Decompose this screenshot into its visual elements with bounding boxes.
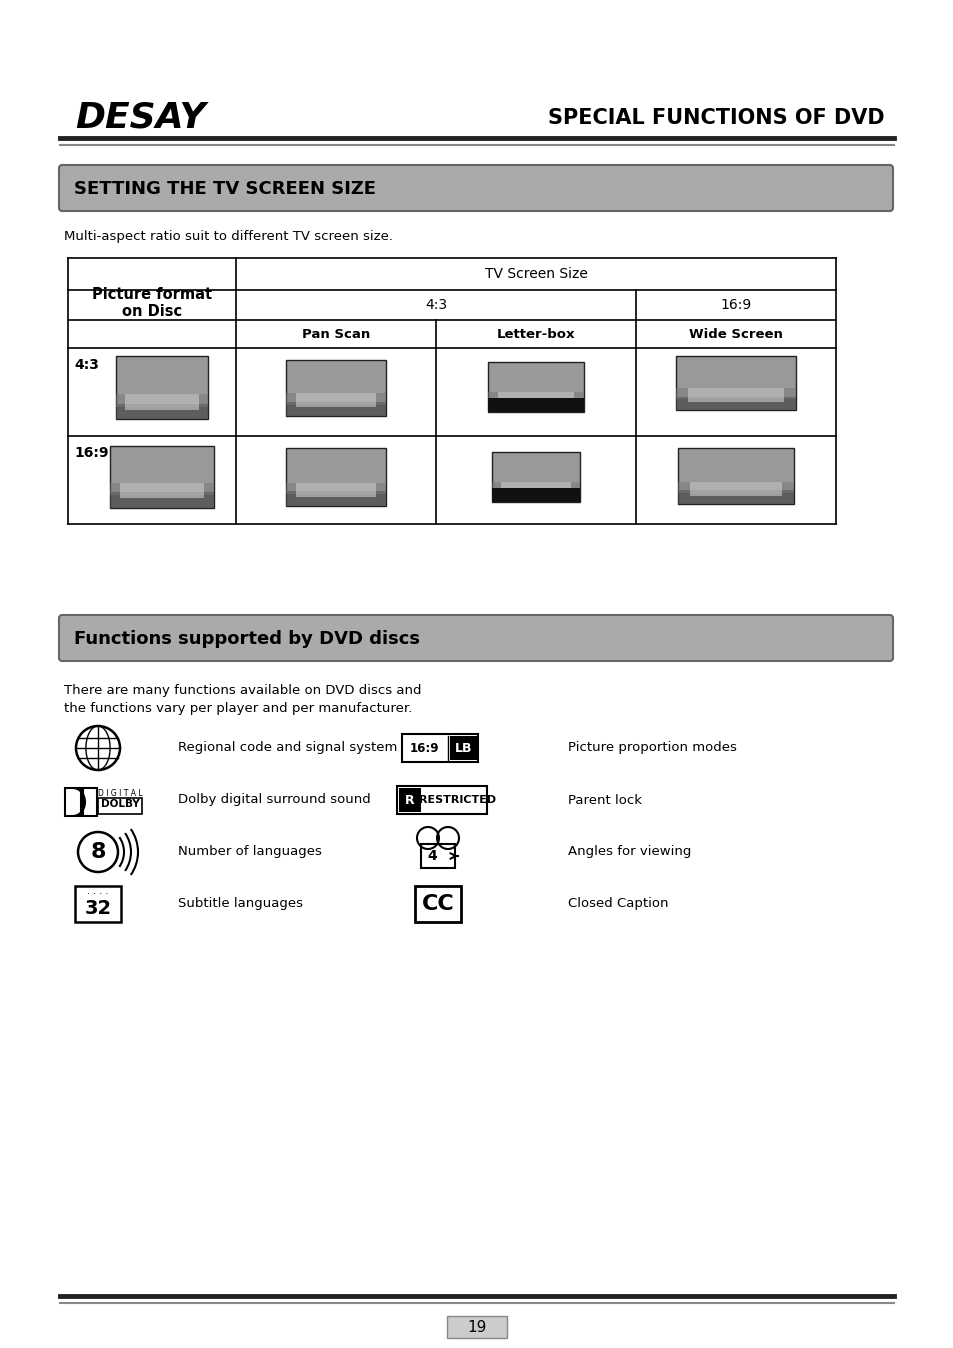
Text: Dolby digital surround sound: Dolby digital surround sound <box>178 794 371 806</box>
Text: LB: LB <box>455 741 473 755</box>
Bar <box>420 844 455 868</box>
Bar <box>488 392 583 402</box>
Text: DESAY: DESAY <box>75 101 206 135</box>
Bar <box>398 789 420 811</box>
Text: 16:9: 16:9 <box>409 741 438 755</box>
Bar <box>676 356 795 410</box>
Bar <box>110 446 213 508</box>
Bar <box>115 403 208 419</box>
FancyBboxPatch shape <box>59 615 892 661</box>
Bar <box>286 360 386 415</box>
Bar <box>492 452 579 501</box>
Text: RESTRICTED: RESTRICTED <box>419 795 497 805</box>
FancyBboxPatch shape <box>59 164 892 212</box>
Bar <box>450 736 477 760</box>
Text: Picture proportion modes: Picture proportion modes <box>567 741 736 755</box>
Text: 19: 19 <box>467 1320 486 1335</box>
Bar <box>110 492 213 508</box>
Text: CC: CC <box>421 894 454 914</box>
Text: Number of languages: Number of languages <box>178 845 321 859</box>
Text: D I G I T A L: D I G I T A L <box>97 790 142 798</box>
Text: 16:9: 16:9 <box>720 298 751 311</box>
Text: SETTING THE TV SCREEN SIZE: SETTING THE TV SCREEN SIZE <box>74 181 375 198</box>
Bar <box>497 392 574 404</box>
Bar <box>492 489 579 501</box>
Text: Multi-aspect ratio suit to different TV screen size.: Multi-aspect ratio suit to different TV … <box>64 231 393 243</box>
Text: DOLBY: DOLBY <box>100 799 139 809</box>
Text: Regional code and signal system: Regional code and signal system <box>178 741 397 755</box>
Text: 8: 8 <box>91 842 106 861</box>
Bar <box>286 394 386 404</box>
Text: Subtitle languages: Subtitle languages <box>178 898 303 910</box>
Text: 32: 32 <box>85 899 112 918</box>
Bar <box>286 491 386 506</box>
Bar <box>75 886 121 922</box>
Bar <box>488 406 583 412</box>
Text: TV Screen Size: TV Screen Size <box>484 267 587 280</box>
Bar <box>492 488 579 495</box>
Text: Pan Scan: Pan Scan <box>301 328 370 341</box>
Bar <box>295 483 375 497</box>
Bar <box>678 491 793 504</box>
Bar <box>396 786 486 814</box>
Bar <box>492 495 579 501</box>
Text: R: R <box>405 794 415 806</box>
Bar <box>689 481 781 496</box>
Bar <box>415 886 460 922</box>
Bar <box>115 394 208 407</box>
Bar <box>286 448 386 506</box>
Text: Picture format
on Disc: Picture format on Disc <box>91 287 212 319</box>
Bar <box>676 396 795 410</box>
Text: · · · ·: · · · · <box>88 888 109 899</box>
Bar <box>488 399 583 412</box>
Text: Functions supported by DVD discs: Functions supported by DVD discs <box>74 630 419 648</box>
Text: 16:9: 16:9 <box>74 446 109 460</box>
Bar <box>98 798 142 814</box>
Bar <box>286 402 386 415</box>
Bar <box>687 388 783 402</box>
Bar <box>447 1316 506 1339</box>
Text: Closed Caption: Closed Caption <box>567 898 668 910</box>
Bar <box>500 481 571 495</box>
Text: Wide Screen: Wide Screen <box>688 328 782 341</box>
Bar <box>678 448 793 504</box>
Bar <box>678 481 793 493</box>
Text: Angles for viewing: Angles for viewing <box>567 845 691 859</box>
Text: 4:3: 4:3 <box>74 359 99 372</box>
Text: 4:3: 4:3 <box>424 298 447 311</box>
Bar <box>115 356 208 419</box>
Text: Letter-box: Letter-box <box>497 328 575 341</box>
Text: SPECIAL FUNCTIONS OF DVD: SPECIAL FUNCTIONS OF DVD <box>548 108 884 128</box>
Text: Parent lock: Parent lock <box>567 794 641 806</box>
Bar <box>492 481 579 492</box>
Bar <box>83 789 97 816</box>
Bar <box>125 394 199 410</box>
Text: There are many functions available on DVD discs and: There are many functions available on DV… <box>64 683 421 697</box>
Bar <box>295 394 375 407</box>
Bar <box>286 483 386 493</box>
Bar <box>676 388 795 399</box>
Bar <box>488 398 583 406</box>
Bar <box>488 361 583 412</box>
Bar <box>120 483 203 499</box>
Bar <box>401 735 477 762</box>
Bar <box>110 483 213 495</box>
Text: 4: 4 <box>427 849 436 863</box>
Text: the functions vary per player and per manufacturer.: the functions vary per player and per ma… <box>64 702 412 714</box>
Bar <box>65 789 81 816</box>
